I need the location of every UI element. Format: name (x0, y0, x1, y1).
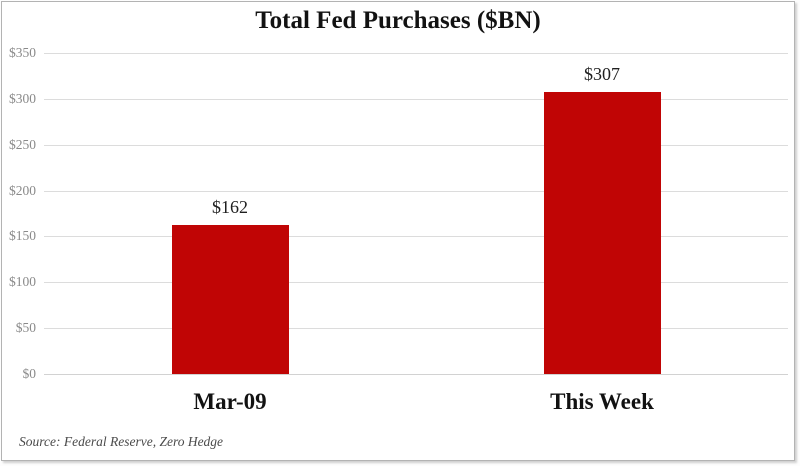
gridline (44, 190, 788, 192)
chart-title: Total Fed Purchases ($BN) (255, 7, 541, 34)
gridline (44, 53, 788, 54)
source-note: Source: Federal Reserve, Zero Hedge (19, 434, 224, 449)
y-tick-label: $50 (15, 320, 36, 336)
bar-this-week (543, 92, 661, 374)
bar-value-label: $162 (212, 197, 248, 218)
chart-frame: Total Fed Purchases ($BN) $162 $307 $0 $50… (1, 1, 795, 461)
plot-area: $162 $307 (44, 53, 788, 375)
gridline (44, 374, 788, 375)
gridline (44, 282, 788, 284)
gridline (44, 144, 788, 146)
y-tick-label: $0 (22, 366, 37, 381)
gridline (44, 236, 788, 238)
y-tick-label: $300 (9, 90, 36, 106)
y-tick-label: $100 (9, 274, 36, 290)
bar-mar-09 (171, 225, 289, 374)
category-label: Mar-09 (193, 389, 267, 414)
gridline (44, 328, 788, 330)
category-label: This Week (550, 389, 654, 414)
y-tick-label: $200 (9, 182, 36, 198)
y-tick-label: $350 (9, 45, 36, 60)
y-tick-label: $250 (9, 136, 36, 152)
bar-value-label: $307 (584, 64, 620, 85)
y-tick-label: $150 (9, 228, 36, 244)
gridline (44, 98, 788, 100)
